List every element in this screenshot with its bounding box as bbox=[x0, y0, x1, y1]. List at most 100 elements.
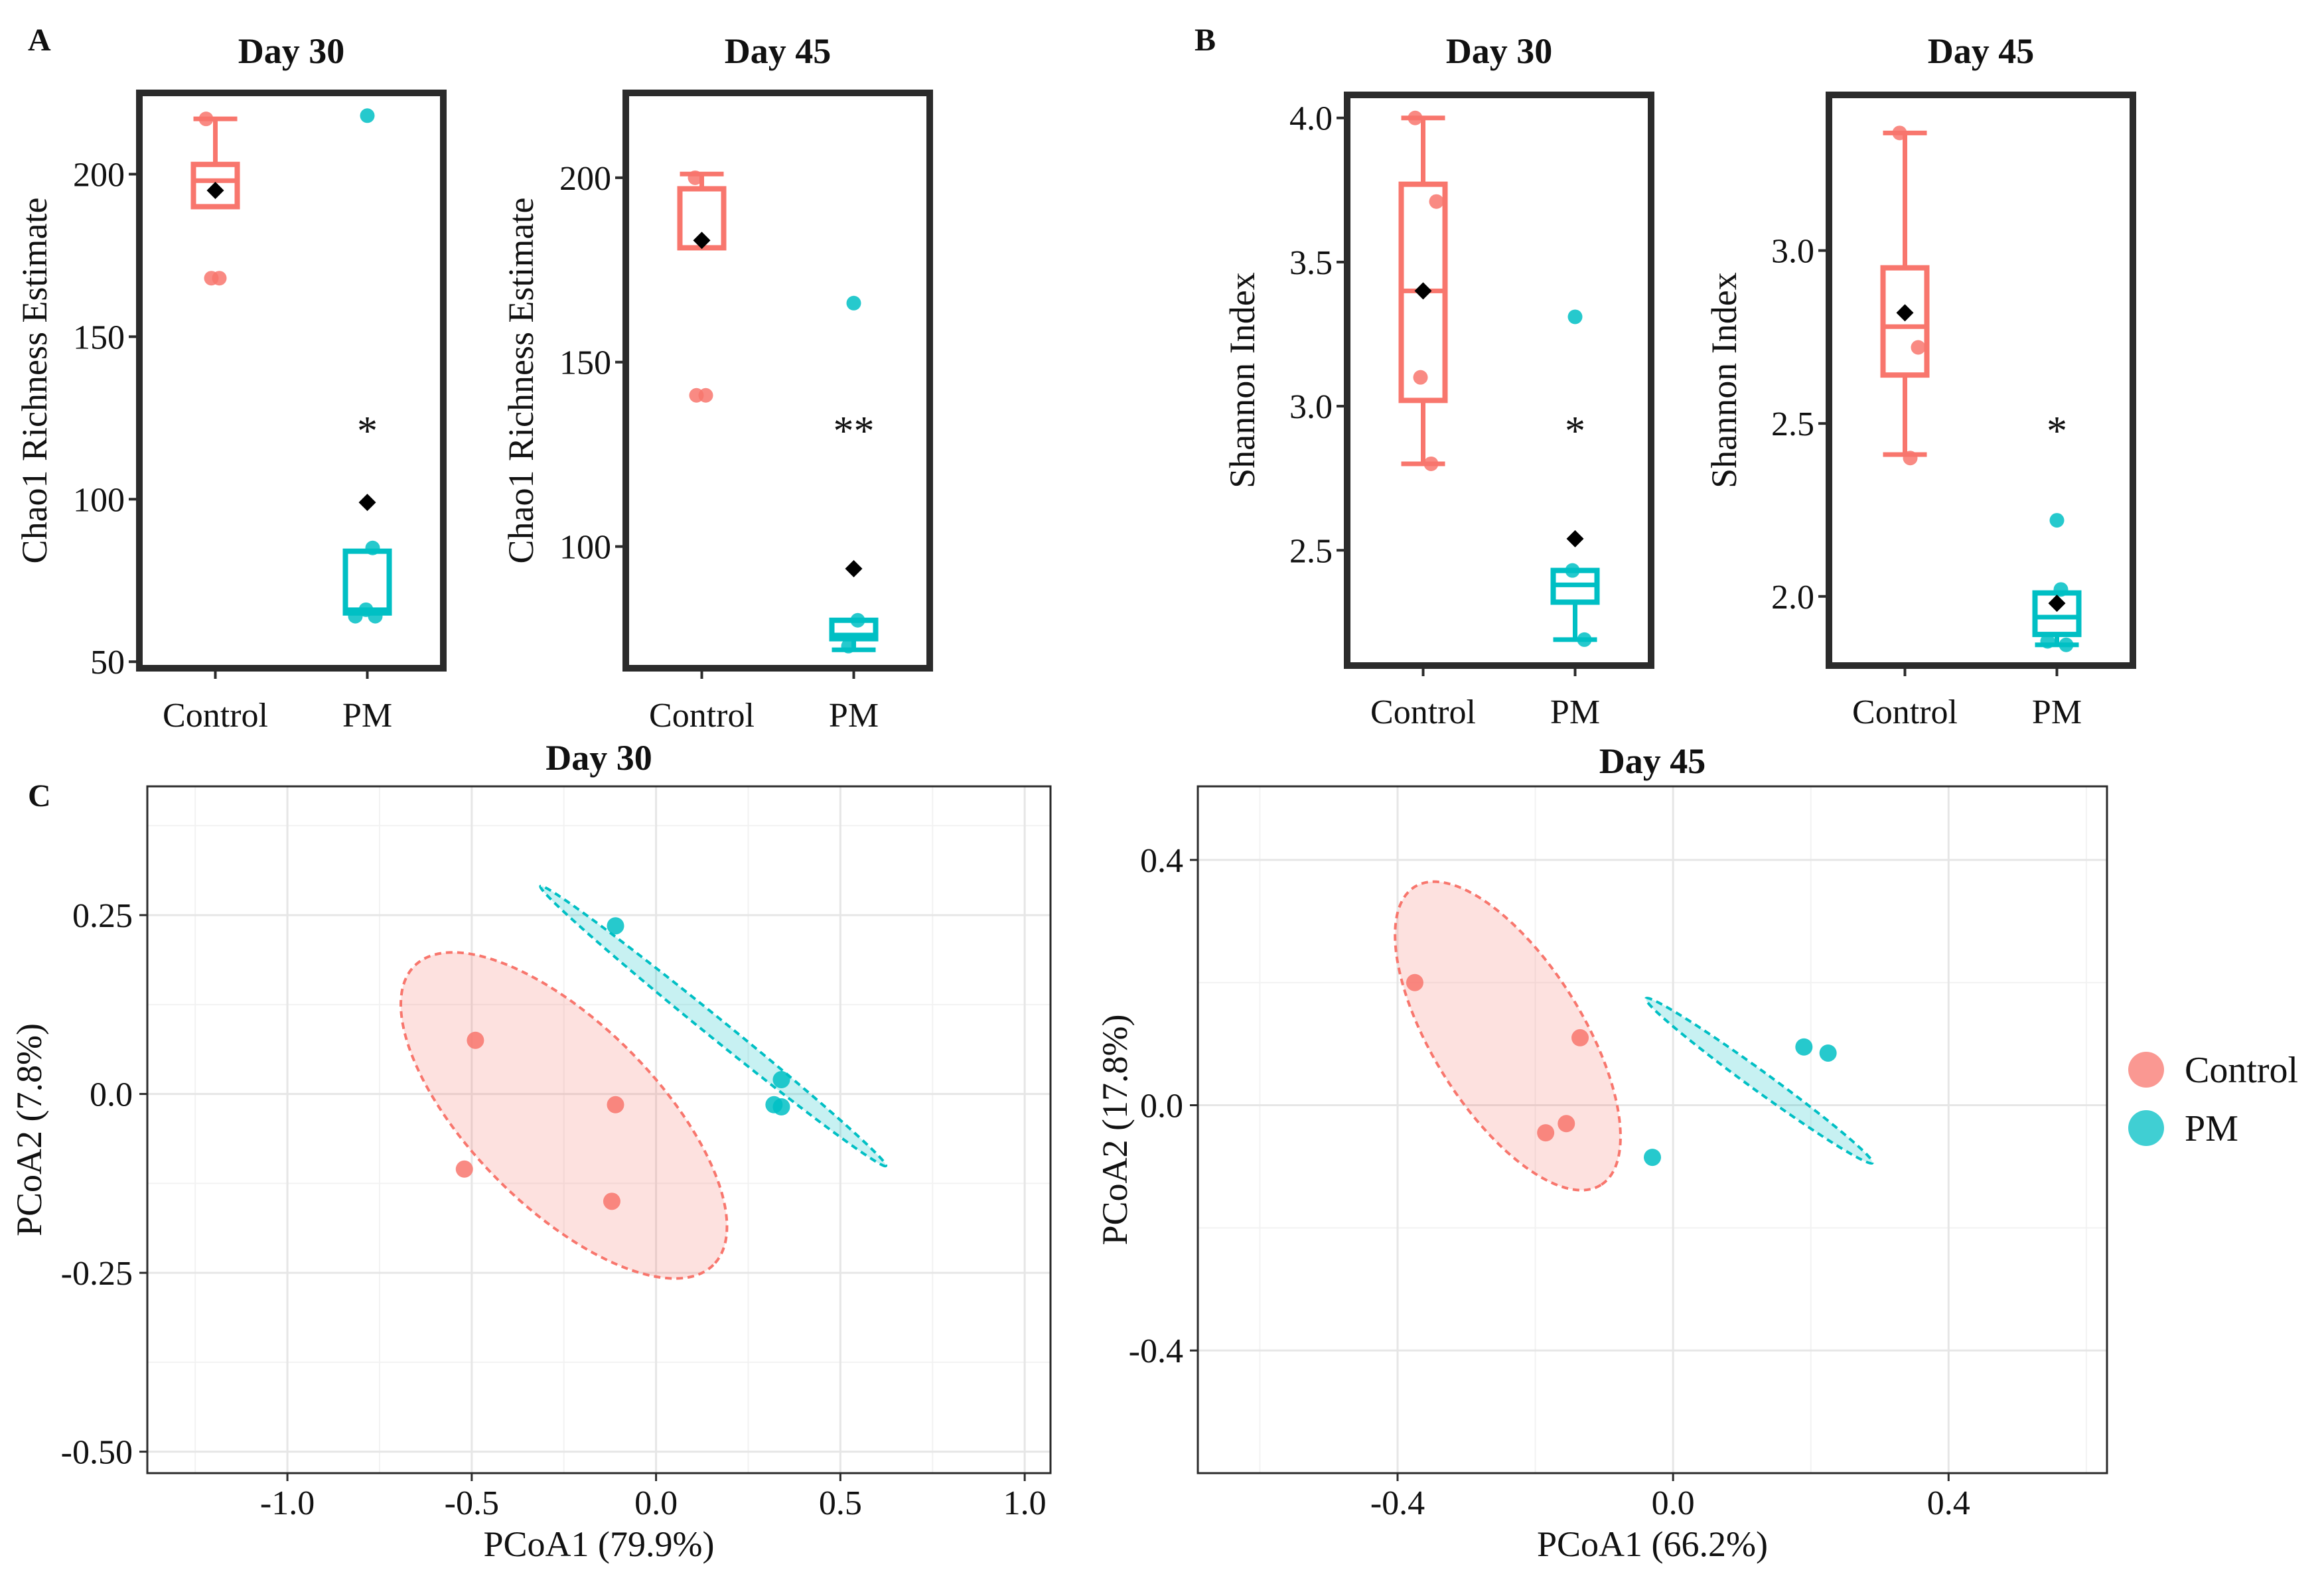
x-tick-label: 0.4 bbox=[1927, 1484, 1970, 1522]
legend: Control PM bbox=[2128, 1050, 2298, 1149]
y-tick-label: 100 bbox=[559, 529, 611, 567]
legend-label-pm: PM bbox=[2185, 1108, 2238, 1149]
control-confidence-ellipse bbox=[1394, 880, 1622, 1192]
plot-frame bbox=[1344, 92, 1654, 669]
control-data-point bbox=[198, 111, 214, 127]
x-axis-label: PCoA1 (79.9%) bbox=[484, 1524, 715, 1564]
x-tick-label: 0.0 bbox=[634, 1484, 678, 1522]
chart-title: Day 30 bbox=[238, 31, 345, 71]
y-tick-label: 200 bbox=[559, 160, 611, 198]
control-mean-marker bbox=[1414, 282, 1432, 300]
pm-data-point bbox=[1795, 1038, 1813, 1056]
x-tick-label: PM bbox=[342, 697, 392, 735]
control-data-point bbox=[607, 1096, 624, 1113]
control-data-point bbox=[1571, 1029, 1589, 1046]
control-data-point bbox=[1408, 110, 1423, 125]
y-tick-label: 2.0 bbox=[1771, 579, 1814, 616]
pm-data-point bbox=[772, 1098, 790, 1115]
chart-title: Day 30 bbox=[545, 738, 652, 778]
x-axis-label: PCoA1 (66.2%) bbox=[1537, 1524, 1768, 1564]
y-tick-label: 0.0 bbox=[1140, 1088, 1183, 1125]
pm-mean-marker bbox=[845, 559, 863, 577]
y-tick-label: -0.4 bbox=[1129, 1332, 1183, 1370]
x-tick-label: 0.5 bbox=[819, 1484, 862, 1522]
pm-data-point bbox=[1565, 563, 1580, 578]
legend-swatch-control bbox=[2128, 1052, 2164, 1088]
y-tick-label: 0.0 bbox=[90, 1076, 133, 1114]
shannon-day45-boxplot: Day 45 Shannon Index 2.0 2.5 3.0 Control PM * bbox=[1704, 31, 2136, 731]
control-mean-marker bbox=[1896, 304, 1914, 322]
pm-data-point bbox=[365, 540, 380, 555]
y-tick-label: 0.4 bbox=[1140, 842, 1183, 880]
pm-mean-marker bbox=[1566, 530, 1584, 547]
chart-title: Day 45 bbox=[725, 31, 832, 71]
x-tick-label: PM bbox=[2032, 693, 2082, 731]
plot-frame bbox=[622, 90, 933, 672]
x-tick-label: Control bbox=[163, 697, 268, 735]
pm-data-point bbox=[850, 612, 865, 628]
control-data-point bbox=[1413, 370, 1428, 385]
y-tick-label: -0.25 bbox=[61, 1255, 133, 1293]
pm-data-point bbox=[2040, 634, 2055, 649]
chao1-day30-boxplot: Day 30 Chao1 Richness Estimate 50 100 150 200… bbox=[15, 31, 447, 735]
x-tick-label: 0.0 bbox=[1652, 1484, 1695, 1522]
plot-frame bbox=[136, 90, 447, 672]
y-tick-label: 150 bbox=[73, 319, 125, 356]
control-data-point bbox=[1903, 451, 1918, 466]
control-mean-marker bbox=[206, 181, 224, 199]
chao1-day45-boxplot: Day 45 Chao1 Richness Estimate 100 150 200 Co… bbox=[501, 31, 933, 735]
control-data-point bbox=[1406, 973, 1423, 991]
pm-data-point bbox=[841, 638, 856, 654]
panel-letter-c: C bbox=[28, 778, 51, 814]
pm-confidence-ellipse bbox=[1644, 997, 1874, 1165]
y-tick-label: 0.25 bbox=[72, 897, 133, 935]
y-tick-label: 2.5 bbox=[1771, 405, 1814, 443]
control-data-point bbox=[212, 271, 227, 286]
shannon-day30-boxplot: Day 30 Shannon Index 2.5 3.0 3.5 4.0 Control PM… bbox=[1222, 31, 1654, 731]
y-axis-label: PCoA2 (7.8%) bbox=[9, 1023, 49, 1236]
pcoa-day45-scatter: Day 45 PCoA1 (66.2%) PCoA2 (17.8%) -0.4 0.0 0… bbox=[1095, 741, 2108, 1564]
significance-marker: * bbox=[2047, 409, 2067, 454]
control-data-point bbox=[1558, 1115, 1575, 1133]
significance-marker: ** bbox=[834, 409, 875, 454]
x-tick-label: PM bbox=[1550, 693, 1600, 731]
pm-data-point bbox=[772, 1071, 790, 1089]
x-tick-label: -0.5 bbox=[445, 1484, 499, 1522]
significance-marker: * bbox=[357, 409, 378, 454]
significance-marker: * bbox=[1565, 409, 1585, 454]
x-tick-label: -1.0 bbox=[260, 1484, 315, 1522]
pm-mean-marker bbox=[358, 494, 376, 512]
control-data-point bbox=[455, 1160, 473, 1178]
y-tick-label: -0.50 bbox=[61, 1434, 133, 1472]
pm-data-point bbox=[348, 609, 363, 624]
chart-title: Day 45 bbox=[1599, 741, 1706, 781]
control-data-point bbox=[1423, 456, 1439, 471]
y-axis-label: Chao1 Richness Estimate bbox=[501, 198, 541, 564]
control-data-point bbox=[1429, 194, 1444, 209]
x-tick-label: PM bbox=[829, 697, 879, 735]
y-tick-label: 3.0 bbox=[1289, 388, 1333, 426]
y-tick-label: 3.5 bbox=[1289, 244, 1333, 282]
y-tick-label: 2.5 bbox=[1289, 532, 1333, 570]
y-axis-label: PCoA2 (17.8%) bbox=[1095, 1015, 1135, 1246]
pm-data-point bbox=[2053, 582, 2069, 597]
x-tick-label: Control bbox=[1370, 693, 1476, 731]
pm-data-point bbox=[2049, 513, 2065, 528]
pm-data-point bbox=[368, 609, 383, 624]
x-tick-label: Control bbox=[1852, 693, 1958, 731]
panel-letter-a: A bbox=[28, 23, 51, 58]
pm-confidence-ellipse bbox=[539, 885, 888, 1168]
control-data-point bbox=[603, 1192, 620, 1210]
pm-data-point bbox=[1577, 632, 1592, 647]
y-tick-label: 100 bbox=[73, 481, 125, 519]
legend-label-control: Control bbox=[2185, 1050, 2298, 1091]
pm-data-point bbox=[1644, 1149, 1661, 1167]
panel-letter-b: B bbox=[1195, 23, 1216, 58]
y-axis-label: Shannon Index bbox=[1222, 272, 1262, 488]
legend-swatch-pm bbox=[2128, 1110, 2164, 1146]
y-tick-label: 3.0 bbox=[1771, 233, 1814, 271]
control-data-point bbox=[688, 170, 703, 185]
